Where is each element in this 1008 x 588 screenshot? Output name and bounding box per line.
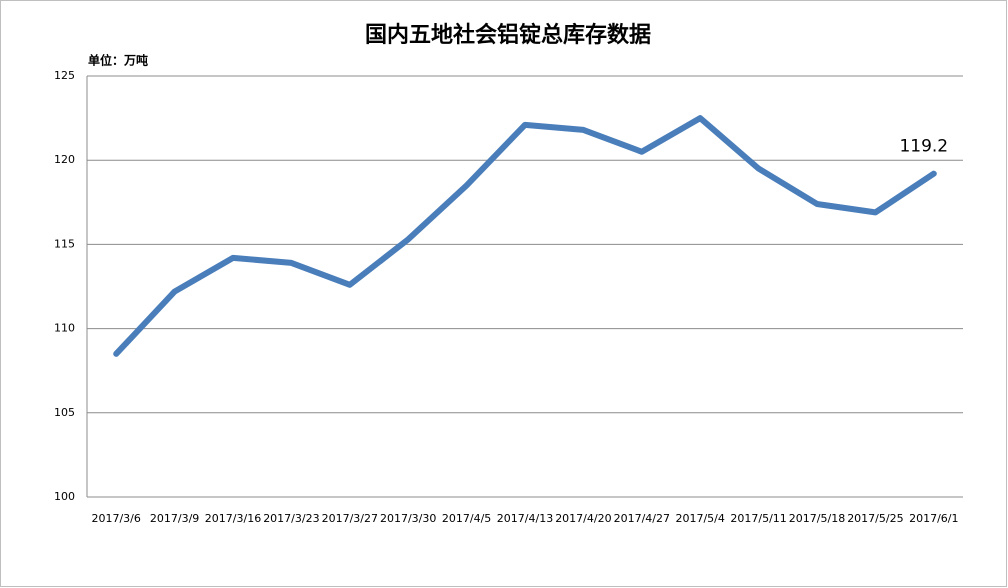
y-tick-label: 115 <box>54 237 75 250</box>
x-tick-label: 2017/5/11 <box>730 512 786 525</box>
x-tick-label: 2017/4/5 <box>442 512 491 525</box>
x-tick-label: 2017/4/13 <box>497 512 553 525</box>
chart-title: 国内五地社会铝锭总库存数据 <box>365 22 651 48</box>
unit-label: 单位：万吨 <box>88 53 148 68</box>
x-tick-label: 2017/3/30 <box>380 512 436 525</box>
x-tick-label: 2017/3/9 <box>150 512 199 525</box>
x-tick-label: 2017/3/27 <box>322 512 378 525</box>
line-series <box>113 115 937 357</box>
x-tick-label: 2017/5/25 <box>847 512 903 525</box>
x-tick-label: 2017/5/4 <box>675 512 724 525</box>
x-tick-label: 2017/3/6 <box>91 512 140 525</box>
y-tick-label: 125 <box>54 69 75 82</box>
x-tick-label: 2017/3/16 <box>205 512 261 525</box>
data-label: 119.2 <box>899 137 948 157</box>
x-tick-label: 2017/5/18 <box>789 512 845 525</box>
x-tick-label: 2017/3/23 <box>263 512 319 525</box>
x-tick-label: 2017/4/27 <box>614 512 670 525</box>
x-tick-label: 2017/6/1 <box>909 512 958 525</box>
y-tick-label: 100 <box>54 490 75 503</box>
x-tick-label: 2017/4/20 <box>555 512 611 525</box>
y-tick-label: 110 <box>54 322 75 335</box>
y-tick-label: 105 <box>54 406 75 419</box>
y-tick-label: 120 <box>54 153 75 166</box>
